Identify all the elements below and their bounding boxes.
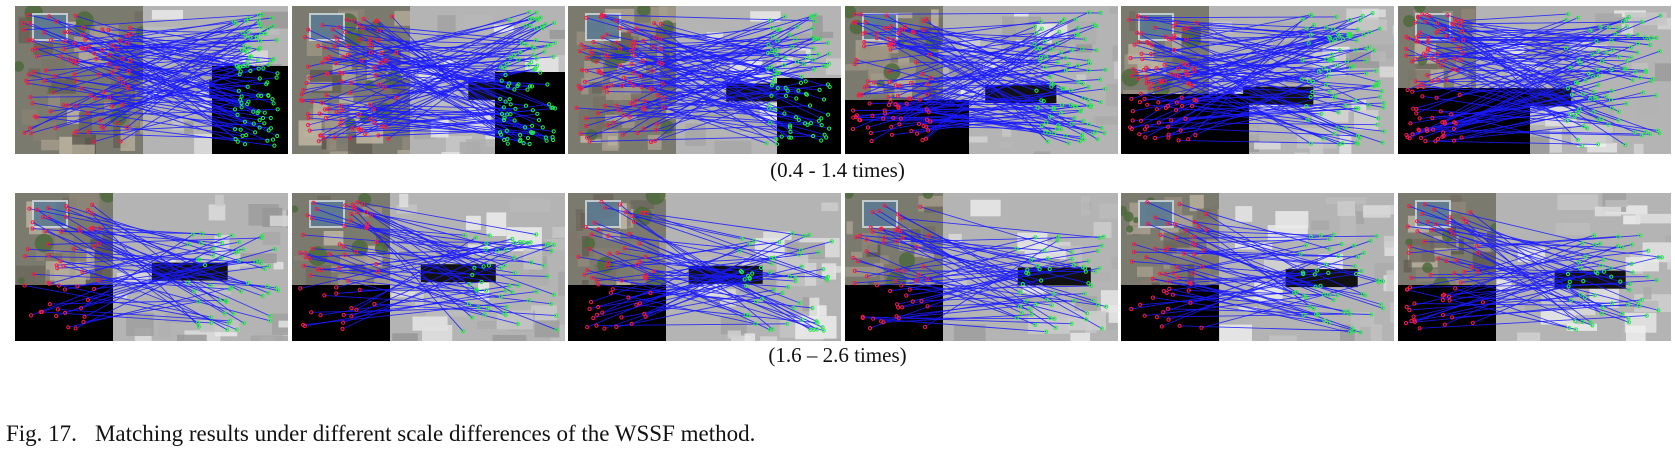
match-panel xyxy=(1398,193,1671,341)
match-panel xyxy=(292,193,565,341)
match-lines xyxy=(1406,13,1661,147)
keypoints xyxy=(21,12,280,148)
match-lines xyxy=(853,205,1107,333)
keypoints xyxy=(1129,200,1386,335)
keypoints xyxy=(1404,12,1663,148)
match-lines xyxy=(1405,204,1662,330)
match-visualization xyxy=(1398,193,1671,341)
figure-label: Fig. 17. xyxy=(6,421,77,446)
match-visualization xyxy=(15,193,288,341)
mask-region xyxy=(1398,285,1496,341)
keypoints xyxy=(851,203,1109,334)
match-visualization xyxy=(1398,6,1671,154)
match-visualization xyxy=(568,6,841,154)
row-caption-1: (0.4 - 1.4 times) xyxy=(770,158,905,182)
keypoints xyxy=(22,202,281,332)
match-visualization xyxy=(845,193,1118,341)
match-visualization xyxy=(292,6,565,154)
keypoints xyxy=(1127,11,1387,147)
keypoints xyxy=(576,199,834,333)
match-visualization xyxy=(845,6,1118,154)
figure-row-2 xyxy=(15,193,1671,341)
row-caption-2: (1.6 – 2.6 times) xyxy=(768,343,907,367)
match-lines xyxy=(301,11,556,145)
match-panel xyxy=(1121,193,1394,341)
match-panel xyxy=(845,193,1118,341)
match-lines xyxy=(576,14,830,145)
match-panel xyxy=(568,193,841,341)
match-visualization xyxy=(568,193,841,341)
figure-row-1 xyxy=(15,6,1671,154)
keypoints xyxy=(1403,202,1664,332)
match-panel xyxy=(845,6,1118,154)
match-visualization xyxy=(292,193,565,341)
figure-caption: Fig. 17. Matching results under different… xyxy=(6,421,755,447)
match-lines xyxy=(578,201,832,332)
match-panel xyxy=(15,193,288,341)
match-panel xyxy=(1121,6,1394,154)
figure-caption-text: Matching results under different scale d… xyxy=(94,421,756,446)
keypoints xyxy=(574,12,832,147)
match-visualization xyxy=(1121,193,1394,341)
keypoints xyxy=(850,10,1108,146)
match-visualization xyxy=(15,6,288,154)
mask-region xyxy=(292,285,390,341)
match-visualization xyxy=(1121,6,1394,154)
keypoints xyxy=(298,200,559,334)
keypoints xyxy=(299,10,558,147)
match-lines xyxy=(1129,12,1385,145)
match-panel xyxy=(292,6,565,154)
match-lines xyxy=(24,204,279,331)
match-lines xyxy=(1131,201,1384,333)
match-panel xyxy=(568,6,841,154)
match-panel xyxy=(1398,6,1671,154)
match-panel xyxy=(15,6,288,154)
